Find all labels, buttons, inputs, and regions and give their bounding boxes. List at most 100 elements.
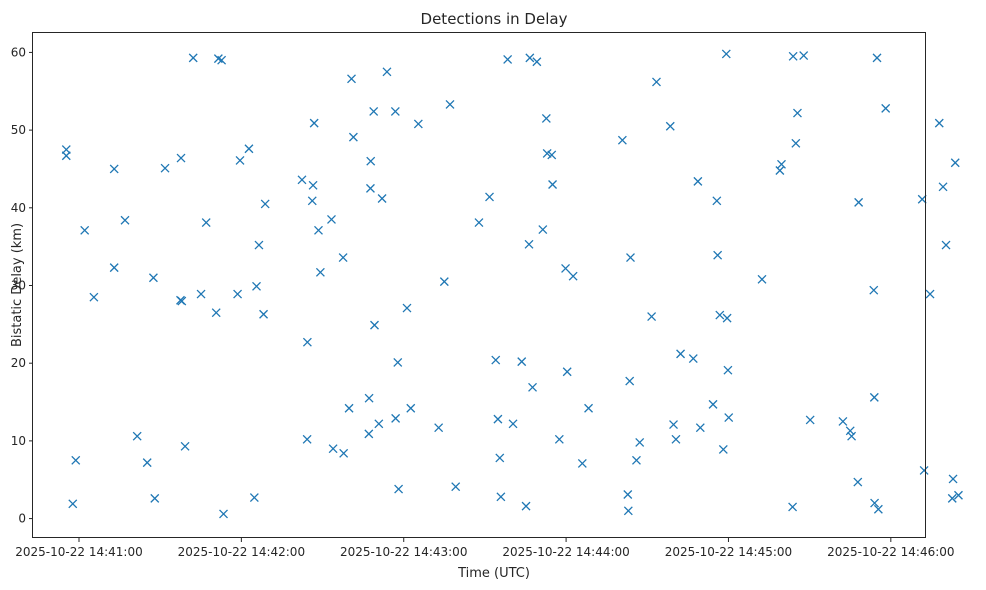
data-point [434, 423, 444, 433]
y-tick-label: 0 [18, 512, 26, 526]
data-point [382, 67, 392, 77]
data-point [309, 118, 319, 128]
data-point [150, 493, 160, 503]
data-point [364, 393, 374, 403]
data-point [941, 240, 951, 250]
data-point [211, 308, 221, 318]
data-point [328, 444, 338, 454]
y-axis: 0 10 20 30 40 50 60 [11, 45, 33, 526]
data-point [302, 337, 312, 347]
data-point [688, 354, 698, 363]
data-point [623, 490, 633, 499]
data-point [219, 509, 228, 519]
data-point [954, 490, 963, 500]
data-point [61, 151, 71, 161]
x-tick-label: 2025-10-22 14:45:00 [665, 545, 792, 559]
data-point [623, 506, 633, 516]
data-point [788, 502, 798, 512]
data-point [451, 482, 461, 492]
data-point [938, 182, 948, 192]
data-point [925, 289, 935, 299]
data-point [308, 180, 318, 190]
data-point [838, 417, 848, 426]
data-point [495, 453, 505, 463]
data-point [538, 225, 548, 235]
data-point [713, 250, 723, 260]
data-point [132, 431, 142, 441]
data-point [788, 51, 798, 61]
data-point [315, 267, 325, 277]
data-point [577, 458, 587, 468]
data-point [635, 437, 645, 447]
data-point [496, 492, 506, 502]
data-point [177, 296, 187, 306]
data-point [695, 423, 705, 433]
data-point [493, 414, 503, 424]
data-point [71, 455, 81, 465]
data-point [374, 419, 384, 429]
data-point [919, 465, 929, 475]
data-point [669, 420, 678, 430]
data-point [721, 49, 731, 59]
data-point [722, 313, 732, 323]
y-tick-label: 30 [11, 279, 26, 293]
data-point [561, 263, 571, 273]
data-point [297, 175, 307, 185]
data-point [201, 218, 211, 228]
data-point [503, 54, 513, 64]
data-point [917, 194, 927, 204]
data-point [302, 434, 312, 444]
data-point [791, 138, 801, 148]
data-point [870, 498, 880, 508]
data-point [617, 135, 627, 145]
data-point [854, 197, 864, 207]
data-point [180, 441, 190, 451]
data-point [528, 382, 537, 392]
data-point [439, 277, 449, 287]
data-point [413, 119, 423, 129]
data-point [847, 431, 857, 441]
data-point [805, 415, 815, 425]
data-point [217, 55, 227, 65]
data-point [799, 51, 809, 60]
data-point [370, 320, 379, 330]
x-axis: 2025-10-22 14:41:00 2025-10-22 14:42:00 20… [15, 538, 955, 559]
data-point [712, 196, 722, 206]
x-tick-label: 2025-10-22 14:42:00 [178, 545, 305, 559]
data-point [109, 164, 119, 174]
data-point [327, 215, 336, 224]
data-point [517, 357, 527, 367]
data-point [260, 199, 270, 209]
data-point [631, 455, 641, 465]
data-point [532, 57, 542, 67]
data-point [881, 103, 891, 113]
data-point [445, 100, 455, 109]
data-point [793, 108, 802, 118]
data-point [344, 403, 354, 413]
y-tick-label: 50 [11, 123, 26, 137]
data-point [160, 163, 170, 173]
data-point [188, 53, 198, 63]
data-point [390, 107, 400, 116]
y-tick-label: 20 [11, 356, 26, 370]
data-point [554, 434, 564, 444]
data-point [196, 289, 206, 299]
data-point [259, 309, 269, 319]
data-point [474, 218, 484, 228]
data-point [491, 355, 501, 365]
data-point [235, 155, 245, 165]
data-point [176, 153, 186, 163]
data-point [307, 196, 317, 206]
data-point [249, 493, 259, 503]
data-point [391, 413, 401, 423]
data-point [652, 77, 661, 87]
data-point [548, 180, 558, 189]
data-point [364, 429, 374, 439]
data-point [693, 176, 703, 186]
data-markers [61, 49, 963, 519]
data-point [254, 240, 264, 250]
data-point [347, 74, 356, 84]
data-point [568, 271, 578, 281]
data-point [541, 114, 551, 123]
